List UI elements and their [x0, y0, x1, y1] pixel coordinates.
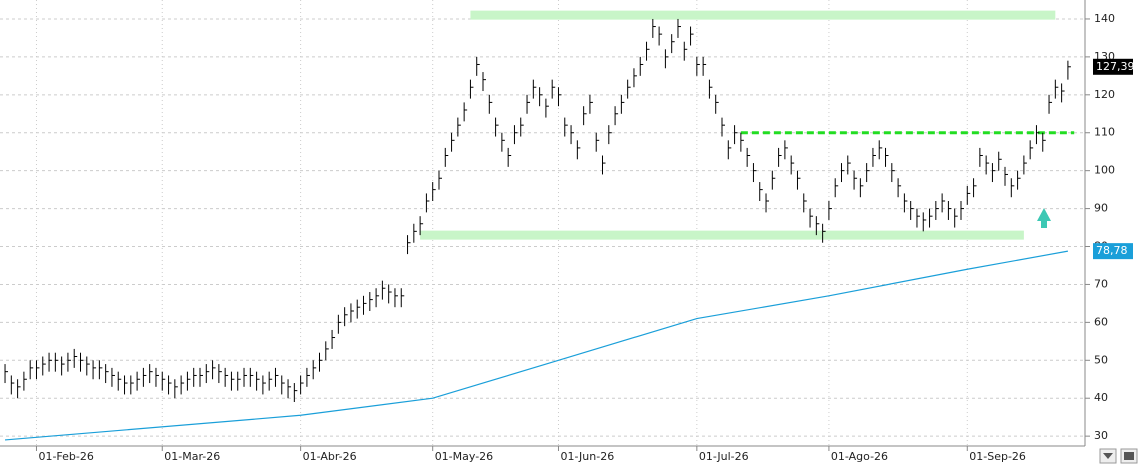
x-tick-label: 01-May-26 [435, 450, 493, 463]
y-tick-label: 50 [1094, 353, 1108, 366]
last-price-label: 127,39 [1096, 60, 1135, 73]
last-price-box [1093, 243, 1133, 260]
moving-average-line [4, 250, 1069, 441]
x-tick-label: 01-Feb-26 [38, 450, 93, 463]
last-price-box [1093, 58, 1133, 75]
y-tick-label: 120 [1094, 88, 1115, 101]
x-tick-label: 01-Sep-26 [969, 450, 1026, 463]
x-tick-label: 01-Ago-26 [831, 450, 888, 463]
y-tick-label: 30 [1094, 429, 1108, 442]
grid [0, 0, 1085, 446]
x-tick-label: 01-Jun-26 [560, 450, 614, 463]
last-price-label: 78,78 [1096, 244, 1128, 257]
y-tick-label: 70 [1094, 277, 1108, 290]
scroll-icon [1103, 453, 1113, 459]
y-tick-label: 140 [1094, 12, 1115, 25]
up-arrow [1037, 208, 1051, 228]
y-tick-label: 110 [1094, 126, 1115, 139]
y-tick-label: 60 [1094, 315, 1108, 328]
y-tick-label: 100 [1094, 164, 1115, 177]
save-icon [1124, 452, 1134, 460]
scroll-buttons[interactable] [1099, 448, 1138, 464]
y-tick-label: 40 [1094, 391, 1108, 404]
x-tick-label: 01-Abr-26 [303, 450, 357, 463]
y-tick-label: 90 [1094, 202, 1108, 215]
x-tick-label: 01-Jul-26 [699, 450, 749, 463]
x-tick-label: 01-Mar-26 [164, 450, 220, 463]
